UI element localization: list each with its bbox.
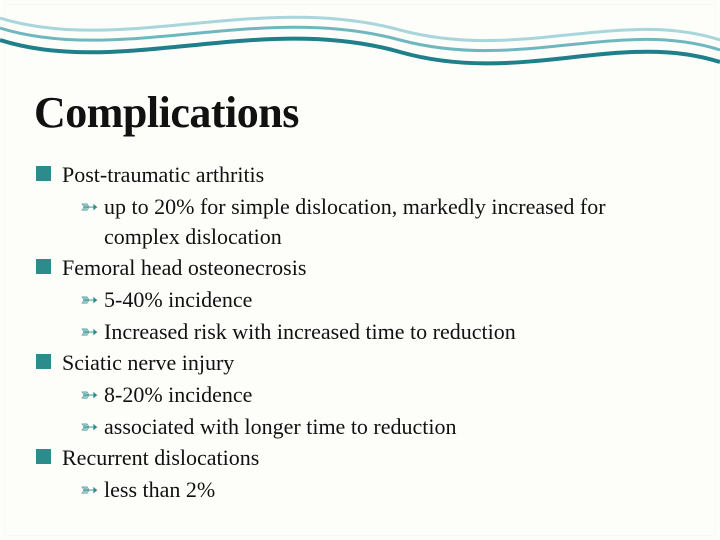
- bullet-level2: ➳ less than 2%: [34, 475, 686, 505]
- bullet-level1: Recurrent dislocations: [34, 443, 686, 473]
- bullet-level1: Sciatic nerve injury: [34, 348, 686, 378]
- curly-bullet-icon: ➳: [80, 475, 98, 505]
- bullet-text: less than 2%: [104, 477, 215, 502]
- bullet-text: Post-traumatic arthritis: [62, 162, 264, 187]
- bullet-text: up to 20% for simple dislocation, marked…: [104, 194, 606, 249]
- curly-bullet-icon: ➳: [80, 317, 98, 347]
- curly-bullet-icon: ➳: [80, 285, 98, 315]
- bullet-text: associated with longer time to reduction: [104, 414, 457, 439]
- bullet-level1: Post-traumatic arthritis: [34, 160, 686, 190]
- curly-bullet-icon: ➳: [80, 192, 98, 222]
- curly-bullet-icon: ➳: [80, 380, 98, 410]
- curly-bullet-icon: ➳: [80, 412, 98, 442]
- square-bullet-icon: [36, 449, 51, 464]
- bullet-level2: ➳ 5-40% incidence: [34, 285, 686, 315]
- bullet-level2: ➳ up to 20% for simple dislocation, mark…: [34, 192, 686, 251]
- bullet-level1: Femoral head osteonecrosis: [34, 253, 686, 283]
- slide-title: Complications: [34, 90, 686, 136]
- wave-decoration: [0, 0, 720, 80]
- square-bullet-icon: [36, 354, 51, 369]
- bullet-level2: ➳ 8-20% incidence: [34, 380, 686, 410]
- bullet-text: Femoral head osteonecrosis: [62, 255, 306, 280]
- bullet-text: Increased risk with increased time to re…: [104, 319, 516, 344]
- bullet-text: Recurrent dislocations: [62, 445, 259, 470]
- bullet-text: 5-40% incidence: [104, 287, 252, 312]
- bullet-level2: ➳ associated with longer time to reducti…: [34, 412, 686, 442]
- bullet-text: 8-20% incidence: [104, 382, 252, 407]
- square-bullet-icon: [36, 166, 51, 181]
- bullet-level2: ➳ Increased risk with increased time to …: [34, 317, 686, 347]
- square-bullet-icon: [36, 259, 51, 274]
- slide: Complications Post-traumatic arthritis ➳…: [0, 0, 720, 540]
- content-area: Complications Post-traumatic arthritis ➳…: [34, 90, 686, 505]
- bullet-text: Sciatic nerve injury: [62, 350, 234, 375]
